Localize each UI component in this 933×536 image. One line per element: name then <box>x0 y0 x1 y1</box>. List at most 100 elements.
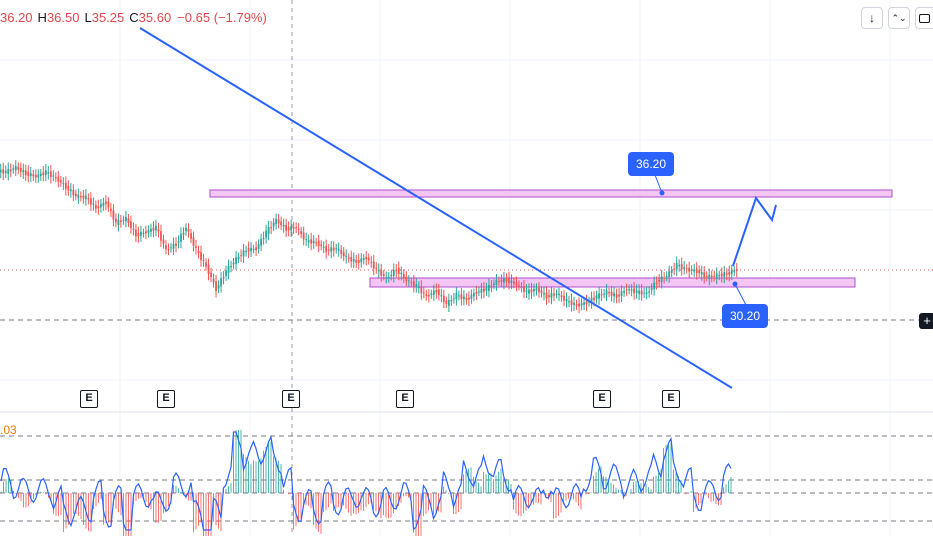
candle-body <box>360 258 363 263</box>
ohlc-legend: 36.20 H36.50 L35.25 C35.60 −0.65 (−1.79%) <box>0 10 267 25</box>
candle-body <box>187 229 190 232</box>
candle-body <box>728 272 731 275</box>
candle-body <box>127 218 130 223</box>
candle-body <box>723 272 726 277</box>
candle-body <box>490 285 493 287</box>
candle-body <box>342 252 345 257</box>
candle-body <box>412 281 415 287</box>
candle-body <box>643 292 646 294</box>
candle-body <box>505 278 508 282</box>
candle-body <box>0 169 2 173</box>
candle-body <box>610 291 613 296</box>
candle-body <box>480 288 483 293</box>
earnings-badge[interactable]: E <box>396 390 414 408</box>
candle-body <box>703 272 706 278</box>
lower-price-tag[interactable]: 30.20 <box>722 304 769 328</box>
candle-body <box>733 270 736 272</box>
candle-body <box>695 268 698 273</box>
candle-body <box>713 275 716 277</box>
low-value: 35.25 <box>91 10 125 25</box>
candle-body <box>94 204 97 209</box>
candle-body <box>668 271 671 277</box>
resistance-zone[interactable] <box>209 189 893 198</box>
candle-body <box>82 195 85 199</box>
candle-body <box>307 240 310 243</box>
earnings-badge[interactable]: E <box>157 390 175 408</box>
candle-body <box>385 277 388 279</box>
candle-body <box>445 300 448 304</box>
earnings-badge[interactable]: E <box>662 390 680 408</box>
candle-body <box>715 273 718 278</box>
candle-body <box>613 293 615 297</box>
candle-body <box>380 270 383 276</box>
candle-body <box>270 227 273 229</box>
projection-arrow[interactable] <box>732 195 777 267</box>
candle-body <box>608 291 610 294</box>
candle-body <box>242 250 245 257</box>
candle-body <box>210 272 212 278</box>
candle-body <box>310 239 313 244</box>
candle-body <box>230 266 232 268</box>
candle-body <box>220 278 222 287</box>
oscillator-line <box>0 431 732 531</box>
support-zone[interactable] <box>369 277 856 288</box>
trendline[interactable] <box>139 27 733 389</box>
candle-body <box>102 202 105 206</box>
candle-body <box>362 258 365 261</box>
candle-body <box>563 295 565 301</box>
candle-body <box>247 248 250 252</box>
candle-body <box>663 277 666 279</box>
candle-body <box>37 174 40 178</box>
candle-body <box>315 242 318 244</box>
candle-body <box>402 274 405 279</box>
candle-body <box>625 289 628 291</box>
candle-body <box>678 264 681 267</box>
candle-body <box>22 170 25 173</box>
candle-body <box>49 171 52 177</box>
candle-body <box>4 170 7 173</box>
add-plus-icon[interactable]: + <box>919 313 933 329</box>
earnings-badge[interactable]: E <box>80 390 98 408</box>
candle-body <box>287 227 290 231</box>
candle-body <box>72 190 75 196</box>
candle-body <box>155 225 157 231</box>
candle-body <box>495 279 498 285</box>
candle-body <box>618 294 620 297</box>
candle-body <box>352 258 355 262</box>
arrow-down-icon[interactable]: ↓ <box>861 7 883 29</box>
candle-body <box>290 226 293 231</box>
candle-body <box>653 282 656 290</box>
maximize-icon[interactable] <box>915 7 933 29</box>
candle-body <box>568 301 570 303</box>
candle-body <box>297 228 300 230</box>
candle-body <box>382 274 385 277</box>
candle-body <box>410 282 413 284</box>
candle-body <box>700 272 703 275</box>
candle-body <box>575 304 578 306</box>
candle-body <box>645 292 648 295</box>
candle-body <box>145 231 147 234</box>
candle-body <box>107 201 110 208</box>
candle-body <box>555 293 558 295</box>
candle-body <box>688 267 691 272</box>
candle-body <box>160 231 162 241</box>
candle-body <box>710 275 713 278</box>
candle-body <box>500 279 503 282</box>
candle-body <box>365 256 368 260</box>
candle-body <box>252 248 255 250</box>
collapse-icon[interactable]: ⌃⌄ <box>888 7 910 29</box>
earnings-badge[interactable]: E <box>593 390 611 408</box>
upper-price-tag[interactable]: 36.20 <box>628 152 675 176</box>
candle-body <box>57 176 60 182</box>
candle-body <box>455 293 458 300</box>
candle-body <box>92 203 95 205</box>
candle-body <box>14 166 17 171</box>
candle-body <box>19 167 22 172</box>
candle-body <box>648 291 651 293</box>
earnings-badge[interactable]: E <box>282 390 300 408</box>
candle-body <box>312 240 315 244</box>
candle-body <box>417 287 420 289</box>
candle-body <box>540 290 543 294</box>
candle-body <box>282 224 285 227</box>
